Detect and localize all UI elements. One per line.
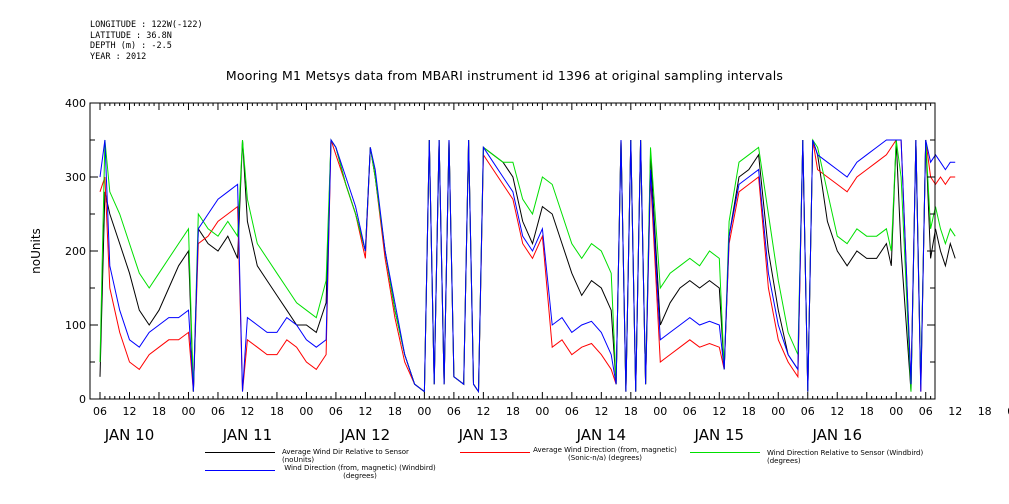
x-tick-label: 18	[742, 405, 756, 418]
x-tick-label: 18	[152, 405, 166, 418]
x-tick-label: 18	[860, 405, 874, 418]
x-tick-label: 00	[1007, 405, 1009, 418]
x-day-label: JAN 14	[576, 426, 627, 444]
series-layer	[99, 138, 956, 394]
x-tick-label: 12	[830, 405, 844, 418]
y-axis-label: noUnits	[29, 228, 43, 274]
x-tick-label: 06	[919, 405, 933, 418]
legend-swatch	[205, 470, 275, 471]
series-line-4	[99, 138, 956, 394]
latitude-text: LATITUDE : 36.8N	[90, 30, 172, 41]
x-tick-label: 12	[476, 405, 490, 418]
x-tick-label: 06	[329, 405, 343, 418]
legend-swatch	[690, 452, 760, 453]
legend-label: Average Wind Direction (from, magnetic) …	[533, 446, 677, 462]
x-tick-label: 18	[270, 405, 284, 418]
x-day-label: JAN 15	[694, 426, 745, 444]
legend-label: Wind Direction Relative to Sensor (Windb…	[767, 449, 924, 465]
x-tick-label: 00	[771, 405, 785, 418]
y-tick-label: 200	[65, 245, 86, 258]
x-tick-label: 12	[712, 405, 726, 418]
x-tick-label: 12	[948, 405, 962, 418]
x-tick-label: 00	[653, 405, 667, 418]
legend-label: Wind Direction (from, magnetic) (Windbir…	[284, 464, 436, 480]
x-tick-label: 06	[565, 405, 579, 418]
x-tick-label: 12	[358, 405, 372, 418]
y-tick-label: 100	[65, 319, 86, 332]
x-tick-label: 18	[388, 405, 402, 418]
x-day-label: JAN 13	[458, 426, 509, 444]
axis-layer: 0 100 200 300 400 06 12 18 00 06 12 18 00 06 12 18 00 06 1…	[65, 97, 1009, 444]
legend-swatch	[205, 452, 275, 453]
x-tick-label: 00	[181, 405, 195, 418]
x-day-label: JAN 16	[812, 426, 863, 444]
x-tick-label: 00	[889, 405, 903, 418]
x-tick-label: 00	[417, 405, 431, 418]
x-tick-label: 00	[299, 405, 313, 418]
x-tick-label: 00	[535, 405, 549, 418]
y-tick-label: 300	[65, 171, 86, 184]
chart-title: Mooring M1 Metsys data from MBARI instru…	[225, 68, 784, 83]
x-tick-label: 12	[594, 405, 608, 418]
x-tick-label: 12	[122, 405, 136, 418]
y-tick-label: 400	[65, 97, 86, 110]
series-line-1	[99, 138, 956, 394]
series-line-3	[99, 138, 956, 394]
longitude-text: LONGITUDE : 122W(-122)	[90, 20, 203, 30]
series-line-2	[99, 139, 956, 394]
x-day-label: JAN 12	[340, 426, 391, 444]
legend-label: Average Wind Dir Relative to Sensor (noU…	[282, 448, 409, 464]
x-day-label: JAN 11	[222, 426, 273, 444]
x-tick-label: 18	[506, 405, 520, 418]
year-text: YEAR : 2012	[90, 51, 147, 62]
x-tick-label: 06	[801, 405, 815, 418]
depth-text: DEPTH (m) : -2.5	[90, 41, 172, 51]
legend-swatch	[460, 452, 530, 453]
y-tick-label: 0	[79, 393, 86, 406]
x-tick-label: 06	[93, 405, 107, 418]
x-tick-label: 18	[978, 405, 992, 418]
x-tick-label: 12	[240, 405, 254, 418]
x-tick-label: 06	[683, 405, 697, 418]
x-tick-label: 18	[624, 405, 638, 418]
x-tick-label: 06	[447, 405, 461, 418]
mooring-metadata: LONGITUDE : 122W(-122) LATITUDE : 36.8N …	[90, 20, 203, 62]
x-tick-label: 06	[211, 405, 225, 418]
x-day-label: JAN 10	[104, 426, 155, 444]
